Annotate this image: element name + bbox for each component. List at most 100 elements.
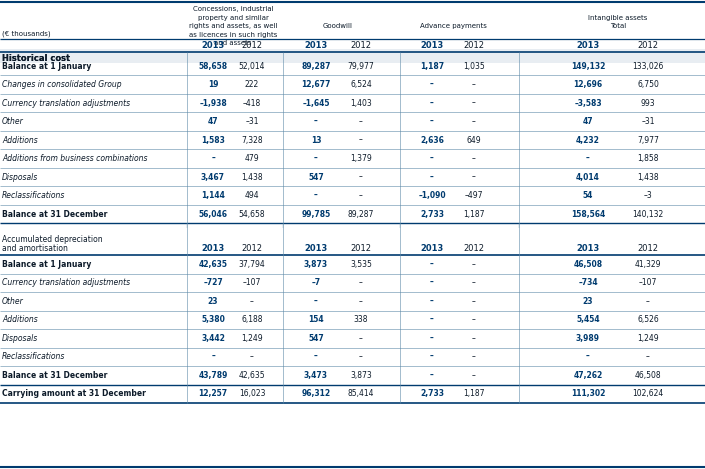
Text: 79,977: 79,977 xyxy=(348,61,374,70)
Text: 54,658: 54,658 xyxy=(239,210,265,219)
Text: Additions from business combinations: Additions from business combinations xyxy=(2,154,147,163)
Text: 41,329: 41,329 xyxy=(634,260,661,269)
Text: 2012: 2012 xyxy=(637,244,658,253)
Text: 1,858: 1,858 xyxy=(637,154,658,163)
Text: –: – xyxy=(430,352,434,361)
Text: –3,583: –3,583 xyxy=(574,98,602,107)
Text: 1,187: 1,187 xyxy=(463,210,485,219)
Text: 4,232: 4,232 xyxy=(576,136,600,144)
Text: 23: 23 xyxy=(208,297,219,306)
Text: –: – xyxy=(430,117,434,126)
Text: 96,312: 96,312 xyxy=(302,389,331,398)
Text: 1,187: 1,187 xyxy=(420,61,444,70)
Text: –: – xyxy=(314,191,318,200)
Text: –107: –107 xyxy=(639,278,657,287)
Text: 3,467: 3,467 xyxy=(201,173,225,182)
Text: Historical cost: Historical cost xyxy=(2,53,70,62)
Text: 19: 19 xyxy=(208,80,219,89)
Text: 2013: 2013 xyxy=(202,40,225,50)
Text: –: – xyxy=(359,297,363,306)
Text: 12,677: 12,677 xyxy=(301,80,331,89)
Text: Intangible assets: Intangible assets xyxy=(588,15,648,21)
Text: 46,508: 46,508 xyxy=(634,371,661,380)
Text: –: – xyxy=(472,352,476,361)
Text: 133,026: 133,026 xyxy=(632,61,663,70)
Text: 6,526: 6,526 xyxy=(637,315,659,324)
Text: –: – xyxy=(250,297,254,306)
Text: 338: 338 xyxy=(354,315,368,324)
Text: –: – xyxy=(472,315,476,324)
Text: Additions: Additions xyxy=(2,136,38,144)
Text: –1,938: –1,938 xyxy=(199,98,227,107)
Text: 2012: 2012 xyxy=(350,40,372,50)
Text: (€ thousands): (€ thousands) xyxy=(2,31,51,37)
Text: –7: –7 xyxy=(312,278,321,287)
Text: 4,014: 4,014 xyxy=(576,173,600,182)
Text: Concessions, industrial: Concessions, industrial xyxy=(192,6,274,12)
Text: 58,658: 58,658 xyxy=(198,61,228,70)
Text: 1,438: 1,438 xyxy=(637,173,658,182)
Text: –107: –107 xyxy=(243,278,261,287)
Text: 2013: 2013 xyxy=(577,244,600,253)
Text: –: – xyxy=(430,278,434,287)
Text: –: – xyxy=(472,98,476,107)
Text: 3,442: 3,442 xyxy=(201,334,225,343)
Text: –727: –727 xyxy=(203,278,223,287)
Text: 54: 54 xyxy=(583,191,593,200)
Text: –: – xyxy=(430,334,434,343)
Text: –: – xyxy=(430,154,434,163)
Text: 2,636: 2,636 xyxy=(420,136,444,144)
Text: –: – xyxy=(472,334,476,343)
Text: 649: 649 xyxy=(467,136,482,144)
Text: 47,262: 47,262 xyxy=(573,371,603,380)
Text: 158,564: 158,564 xyxy=(571,210,605,219)
Text: –: – xyxy=(472,154,476,163)
Text: Balance at 31 December: Balance at 31 December xyxy=(2,371,107,380)
Text: –: – xyxy=(472,278,476,287)
Text: Additions: Additions xyxy=(2,315,38,324)
Text: Disposals: Disposals xyxy=(2,173,38,182)
Text: 154: 154 xyxy=(308,315,324,324)
Text: –: – xyxy=(586,352,590,361)
Text: 547: 547 xyxy=(308,334,324,343)
Text: –: – xyxy=(359,278,363,287)
Text: –: – xyxy=(430,371,434,380)
Text: 2012: 2012 xyxy=(242,40,262,50)
Text: –: – xyxy=(472,80,476,89)
Text: 52,014: 52,014 xyxy=(239,61,265,70)
Text: –497: –497 xyxy=(465,191,483,200)
Text: –: – xyxy=(472,117,476,126)
Text: rights and assets, as well: rights and assets, as well xyxy=(189,23,277,29)
Text: 5,380: 5,380 xyxy=(201,315,225,324)
Text: 2013: 2013 xyxy=(202,244,225,253)
Text: as licences in such rights: as licences in such rights xyxy=(189,31,277,38)
Text: –3: –3 xyxy=(644,191,652,200)
Text: and assets: and assets xyxy=(214,40,252,46)
Text: 1,583: 1,583 xyxy=(201,136,225,144)
Text: –1,645: –1,645 xyxy=(302,98,330,107)
Text: Changes in consolidated Group: Changes in consolidated Group xyxy=(2,80,122,89)
Text: 3,473: 3,473 xyxy=(304,371,328,380)
Text: 102,624: 102,624 xyxy=(632,389,663,398)
Text: –: – xyxy=(430,98,434,107)
Text: 479: 479 xyxy=(245,154,259,163)
Text: and amortisation: and amortisation xyxy=(2,244,68,253)
Text: 1,438: 1,438 xyxy=(241,173,263,182)
Text: 13: 13 xyxy=(311,136,321,144)
Text: 2013: 2013 xyxy=(420,40,443,50)
Text: –418: –418 xyxy=(243,98,261,107)
Text: –: – xyxy=(472,260,476,269)
Text: 140,132: 140,132 xyxy=(632,210,663,219)
Text: 16,023: 16,023 xyxy=(239,389,265,398)
Text: 47: 47 xyxy=(208,117,219,126)
Text: 2013: 2013 xyxy=(420,244,443,253)
Text: Balance at 1 January: Balance at 1 January xyxy=(2,61,92,70)
Text: 2013: 2013 xyxy=(305,40,328,50)
Text: Disposals: Disposals xyxy=(2,334,38,343)
Text: –: – xyxy=(472,173,476,182)
Text: 42,635: 42,635 xyxy=(199,260,228,269)
Text: 46,508: 46,508 xyxy=(573,260,603,269)
Text: 3,535: 3,535 xyxy=(350,260,372,269)
Text: 37,794: 37,794 xyxy=(238,260,265,269)
Text: Balance at 31 December: Balance at 31 December xyxy=(2,210,107,219)
